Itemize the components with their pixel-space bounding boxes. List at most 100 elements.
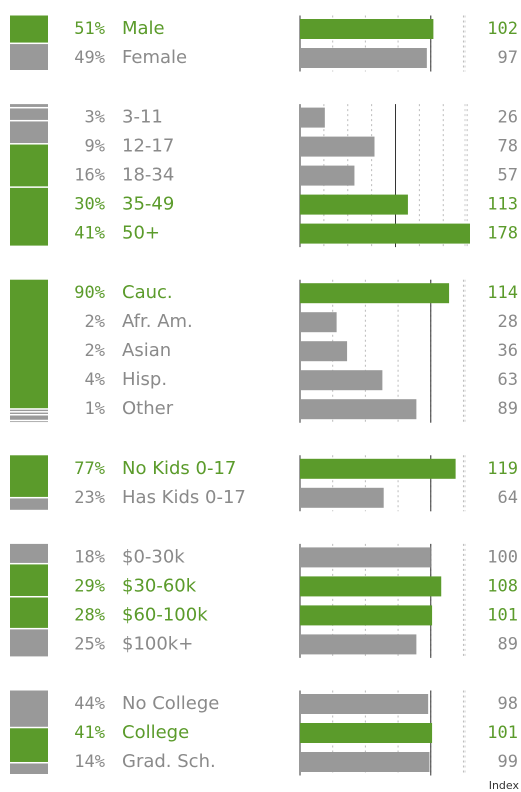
row-label: Female (122, 47, 187, 68)
index-label: Index (489, 779, 520, 792)
pct-segment (10, 187, 48, 246)
index-value: 57 (498, 166, 518, 186)
index-value: 28 (498, 312, 518, 332)
index-bar (300, 605, 433, 626)
pct-label: 16% (74, 166, 105, 186)
index-value: 101 (487, 605, 518, 625)
row-label: Grad. Sch. (122, 751, 216, 772)
index-bar (300, 165, 355, 186)
pct-segment (10, 44, 48, 70)
pct-segment (10, 564, 48, 596)
index-bar (300, 48, 427, 68)
row-label: Other (122, 398, 174, 419)
pct-segment (10, 763, 48, 774)
row-label: 3-11 (122, 107, 163, 128)
index-bar (300, 487, 384, 508)
pct-label: 30% (74, 195, 105, 215)
pct-label: 14% (74, 752, 105, 772)
row-label: 12-17 (122, 136, 174, 157)
pct-segment (10, 121, 48, 144)
pct-label: 23% (74, 488, 105, 508)
index-value: 100 (487, 547, 518, 567)
pct-segment (10, 409, 48, 412)
index-value: 114 (487, 283, 518, 303)
index-bar (300, 634, 417, 655)
pct-segment (10, 543, 48, 563)
index-value: 63 (498, 370, 518, 390)
index-bar (300, 694, 429, 714)
pct-label: 28% (74, 605, 105, 625)
index-value: 64 (498, 488, 518, 508)
index-value: 178 (487, 224, 518, 244)
row-label: Has Kids 0-17 (122, 487, 246, 508)
pct-label: 2% (85, 312, 105, 332)
pct-label: 9% (85, 137, 105, 157)
row-label: 18-34 (122, 165, 174, 186)
index-value: 36 (498, 341, 518, 361)
index-bar (300, 458, 456, 479)
pct-segment (10, 690, 48, 727)
row-label: $60-100k (122, 604, 208, 625)
row-label: Asian (122, 340, 171, 361)
index-bar (300, 341, 348, 362)
index-bar (300, 194, 408, 215)
row-label: $30-60k (122, 575, 197, 596)
index-bar (300, 19, 434, 39)
pct-label: 1% (85, 399, 105, 419)
index-value: 101 (487, 723, 518, 743)
index-bar (300, 576, 442, 597)
row-label: $0-30k (122, 546, 185, 567)
index-bar (300, 752, 430, 772)
index-value: 89 (498, 634, 518, 654)
pct-segment (10, 629, 48, 657)
pct-segment (10, 144, 48, 187)
index-bar (300, 107, 325, 128)
index-value: 26 (498, 108, 518, 128)
pct-segment (10, 15, 48, 43)
index-bar (300, 547, 431, 568)
pct-label: 90% (74, 283, 105, 303)
pct-label: 41% (74, 224, 105, 244)
index-value: 78 (498, 137, 518, 157)
index-value: 89 (498, 399, 518, 419)
pct-segment (10, 498, 48, 510)
pct-segment (10, 597, 48, 628)
row-label: 50+ (122, 223, 160, 244)
index-value: 113 (487, 195, 518, 215)
pct-label: 49% (74, 48, 105, 68)
row-label: 35-49 (122, 194, 174, 215)
pct-label: 25% (74, 634, 105, 654)
pct-label: 18% (74, 547, 105, 567)
pct-label: 41% (74, 723, 105, 743)
row-label: Afr. Am. (122, 311, 193, 332)
index-bar (300, 723, 433, 743)
pct-segment (10, 108, 48, 120)
pct-label: 29% (74, 576, 105, 596)
pct-label: 4% (85, 370, 105, 390)
pct-label: 77% (74, 459, 105, 479)
index-bar (300, 312, 337, 333)
pct-segment (10, 455, 48, 497)
row-label: Male (122, 18, 165, 39)
index-bar (300, 136, 375, 157)
index-value: 119 (487, 459, 518, 479)
pct-label: 2% (85, 341, 105, 361)
index-bar (300, 370, 383, 391)
index-bar (300, 223, 470, 244)
row-label: Cauc. (122, 282, 173, 303)
row-label: No College (122, 693, 219, 714)
index-value: 99 (498, 752, 518, 772)
pct-label: 44% (74, 694, 105, 714)
row-label: No Kids 0-17 (122, 458, 236, 479)
index-value: 98 (498, 694, 518, 714)
pct-segment (10, 728, 48, 762)
index-value: 108 (487, 576, 518, 596)
pct-label: 3% (85, 108, 105, 128)
pct-segment (10, 412, 48, 414)
row-label: College (122, 722, 189, 743)
row-label: $100k+ (122, 633, 193, 654)
pct-segment (10, 104, 48, 107)
pct-segment (10, 421, 48, 423)
